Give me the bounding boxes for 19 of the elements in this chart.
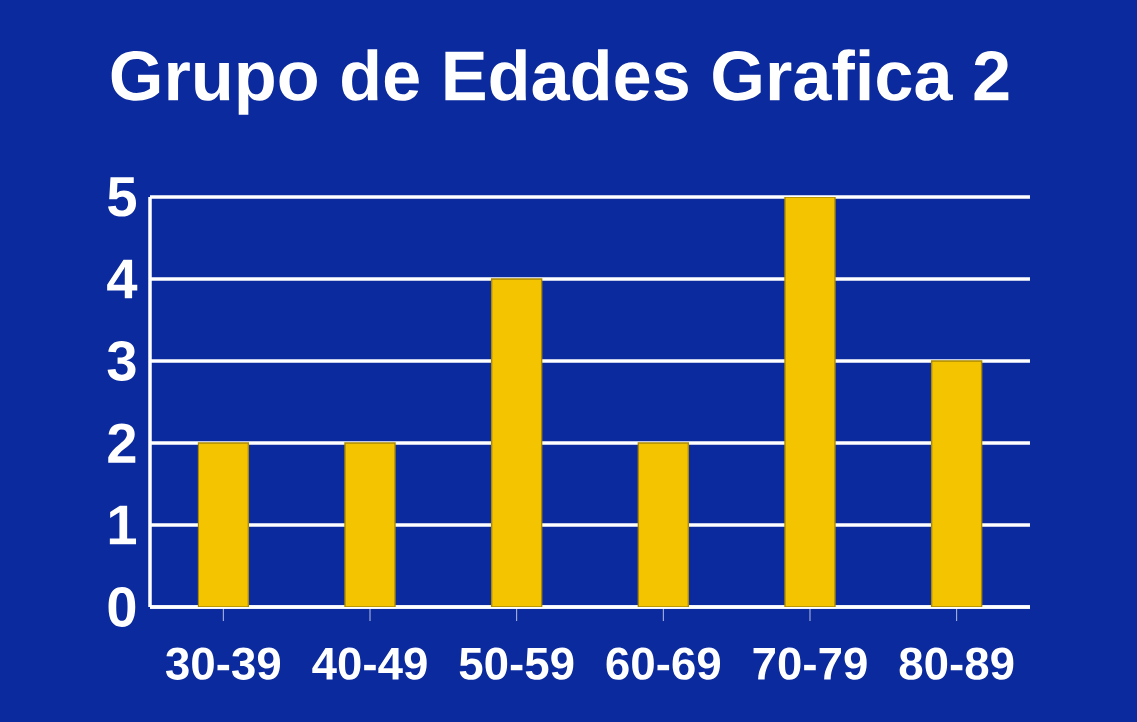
y-tick-label: 1 bbox=[109, 505, 137, 545]
y-tick-label: 3 bbox=[107, 341, 136, 381]
bar bbox=[197, 442, 250, 607]
x-tick-label: 30-39 bbox=[165, 647, 281, 680]
y-tick-label: 0 bbox=[108, 587, 136, 627]
y-tick-label: 4 bbox=[107, 259, 138, 299]
bar bbox=[490, 278, 543, 607]
bar bbox=[784, 197, 836, 607]
x-tick-label: 60-69 bbox=[606, 647, 721, 680]
y-tick-label: 5 bbox=[108, 177, 137, 217]
bar bbox=[930, 360, 983, 607]
bar bbox=[637, 442, 690, 607]
x-tick-label: 40-49 bbox=[312, 647, 427, 680]
x-tick-label: 80-89 bbox=[899, 647, 1014, 680]
chart-title: Grupo de Edades Grafica 2 bbox=[111, 49, 1009, 115]
bar bbox=[344, 442, 396, 607]
x-tick-label: 50-59 bbox=[459, 647, 574, 680]
x-tick-label: 70-79 bbox=[753, 647, 867, 680]
y-tick-label: 2 bbox=[108, 423, 136, 463]
